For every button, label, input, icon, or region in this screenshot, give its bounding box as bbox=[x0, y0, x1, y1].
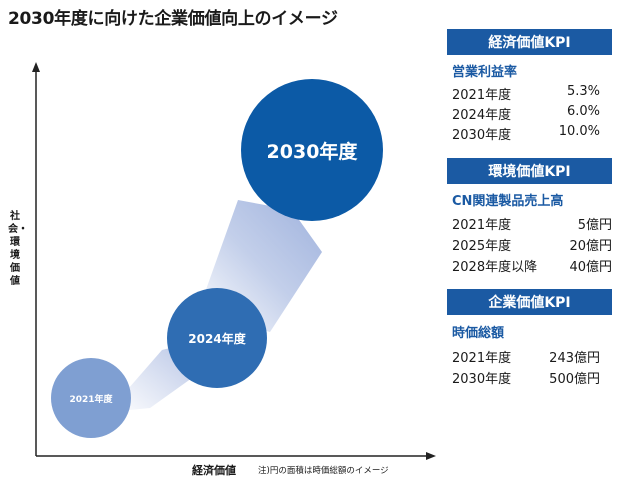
y-axis-label: 社会・環境価値 bbox=[8, 211, 28, 287]
y-axis-arrow bbox=[32, 62, 40, 72]
kpi-year: 2021年度 bbox=[452, 218, 512, 233]
kpi-year: 2024年度 bbox=[452, 108, 512, 123]
kpi-value: 40億円 bbox=[569, 260, 612, 275]
kpi-value: 6.0% bbox=[566, 104, 600, 119]
circle-2021-label: 2021年度 bbox=[69, 393, 113, 405]
kpi-year: 2028年度以降 bbox=[452, 260, 538, 275]
kpi-year: 2030年度 bbox=[452, 128, 512, 143]
page-title: 2030年度に向けた企業価値向上のイメージ bbox=[8, 9, 338, 29]
kpi-value: 500億円 bbox=[549, 372, 600, 387]
environmental-kpi-header: 環境価値KPI bbox=[447, 158, 612, 184]
circle-2024 bbox=[167, 288, 267, 388]
circle-2024-label: 2024年度 bbox=[188, 331, 246, 346]
kpi-year: 2025年度 bbox=[452, 239, 512, 254]
kpi-year: 2030年度 bbox=[452, 372, 512, 387]
environmental-kpi-metric: CN関連製品売上高 bbox=[452, 194, 564, 209]
kpi-year: 2021年度 bbox=[452, 88, 512, 103]
kpi-value: 5.3% bbox=[566, 84, 600, 99]
circle-2030 bbox=[241, 79, 383, 221]
circle-2030-label: 2030年度 bbox=[267, 140, 359, 163]
kpi-value: 243億円 bbox=[549, 351, 600, 366]
kpi-value: 10.0% bbox=[558, 124, 600, 139]
area-note: 注)円の面積は時価総額のイメージ bbox=[258, 466, 389, 476]
x-axis-label: 経済価値 bbox=[192, 464, 236, 477]
corporate-kpi-header: 企業価値KPI bbox=[447, 289, 612, 315]
kpi-year: 2021年度 bbox=[452, 351, 512, 366]
kpi-value: 20億円 bbox=[569, 239, 612, 254]
circle-2021 bbox=[51, 358, 131, 438]
corporate-kpi-metric: 時価総額 bbox=[452, 326, 505, 341]
kpi-value: 5億円 bbox=[577, 218, 612, 233]
economic-kpi-metric: 営業利益率 bbox=[452, 65, 518, 80]
economic-kpi-header: 経済価値KPI bbox=[447, 29, 612, 55]
x-axis-arrow bbox=[426, 452, 436, 460]
